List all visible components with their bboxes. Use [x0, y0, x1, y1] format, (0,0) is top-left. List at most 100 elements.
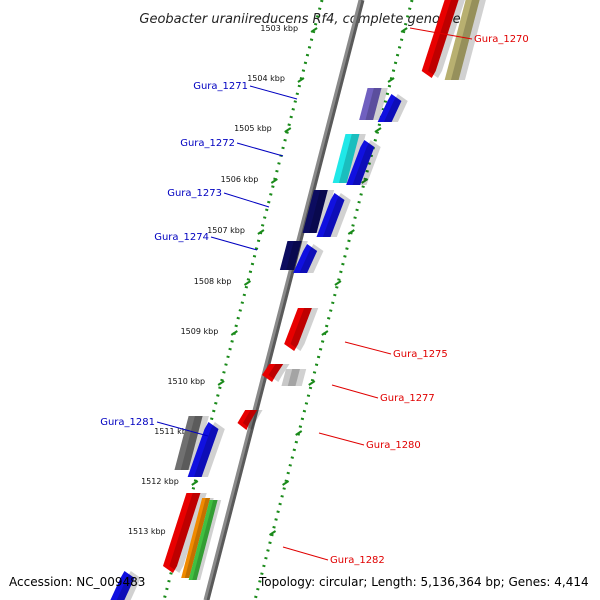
gene-gura-1271 [359, 88, 388, 120]
gene-forward-1-body [377, 94, 402, 122]
tick-mark [268, 530, 277, 536]
gene-label: Gura_1273 [167, 188, 222, 199]
gene-forward-3-shade [322, 193, 351, 237]
gene-gura-1270-olive-shade [450, 0, 486, 80]
gene-gura-1282-red-shade [169, 493, 207, 573]
gene-gura-1275 [284, 308, 319, 351]
tick-mark [347, 229, 355, 235]
gene-label-leader [210, 236, 258, 251]
tick-label: 1512 kbp [141, 477, 179, 486]
tick-mark [361, 178, 369, 184]
tick-mark [387, 77, 395, 83]
gene-gura-1273-shade [308, 190, 335, 233]
gene-gura-1280 [237, 410, 263, 430]
gene-gura-1271-shade [365, 88, 388, 120]
gene-label-leader [344, 341, 392, 355]
gene-forward-5 [187, 422, 225, 477]
gene-gura-1277-gray-body [281, 369, 300, 386]
tick-label: 1507 kbp [207, 226, 245, 235]
gene-gura-1270-olive [444, 0, 486, 80]
gene-forward-2-shade [352, 140, 381, 185]
tick-mark [257, 229, 265, 235]
gene-label-leader [318, 432, 365, 446]
gene-gura-1280-shade [242, 410, 263, 430]
tick-label: 1505 kbp [234, 124, 272, 133]
gene-forward-3 [316, 193, 351, 237]
gene-forward-4-body [293, 244, 318, 273]
gene-label-leader [223, 192, 270, 208]
gene-gura-1272-shade [338, 134, 366, 183]
gene-gura-1275-shade [290, 308, 319, 351]
gene-gura-1282-green-body [188, 500, 218, 580]
tick-ring-outer [253, 0, 414, 600]
tick-label: 1509 kbp [181, 327, 219, 336]
gene-gura-1277-red-shade [268, 364, 290, 382]
gene-label-leader [249, 85, 298, 100]
tick-mark [308, 380, 316, 386]
tick-mark [400, 27, 408, 33]
gene-gura-1282-orange-body [181, 498, 211, 578]
tick-label: 1510 kbp [167, 377, 205, 386]
backbone-shadow [204, 0, 365, 600]
tick-mark [230, 330, 238, 336]
gene-gura-1270-red-body [421, 0, 459, 78]
genome-stats-text: Topology: circular; Length: 5,136,364 bp… [258, 575, 589, 589]
tick-mark [282, 480, 290, 486]
genome-backbone [203, 0, 362, 600]
gene-gura-1281 [174, 416, 209, 470]
gene-forward-3-body [316, 193, 345, 237]
tick-mark [191, 480, 199, 486]
gene-forward-1 [377, 94, 408, 122]
tick-label: 1508 kbp [194, 277, 232, 286]
gene-label-leader [156, 421, 209, 437]
gene-gura-1275-body [284, 308, 312, 351]
gene-gura-1271-body [359, 88, 382, 120]
gene-label-leader [331, 384, 379, 399]
tick-label: 1504 kbp [247, 74, 285, 83]
tick-label: 1513 kbp [128, 527, 166, 536]
gene-label: Gura_1282 [330, 555, 385, 566]
gene-gura-1274-body [279, 241, 302, 270]
gene-gura-1270-red [421, 0, 465, 78]
gene-label: Gura_1281 [100, 417, 155, 428]
tick-mark [297, 77, 305, 83]
gene-gura-1277-red-body [262, 364, 284, 382]
gene-gura-1282-green-shade [192, 500, 222, 580]
tick-mark [270, 178, 278, 184]
tick-mark [295, 430, 303, 436]
tick-label: 1506 kbp [221, 175, 259, 184]
tick-mark [374, 127, 382, 133]
gene-forward-4 [293, 244, 324, 273]
gene-gura-1282-red-body [162, 493, 201, 573]
gene-gura-1273 [302, 190, 335, 233]
gene-gura-1282-green [188, 500, 222, 580]
gene-gura-1277-gray [281, 369, 307, 386]
gene-label: Gura_1270 [474, 34, 529, 45]
tick-mark [243, 280, 252, 286]
gene-forward-2-body [346, 140, 375, 185]
tick-label: 1503 kbp [260, 24, 298, 33]
gene-gura-1274-shade [286, 241, 308, 270]
gene-label: Gura_1275 [393, 349, 448, 360]
gene-gura-1280-body [237, 410, 258, 430]
gene-label-leader [282, 546, 329, 561]
gene-gura-1272-body [332, 134, 360, 183]
map-features: 1503 kbp 1504 kbp 1505 kbp 1506 kbp 1507 kbp… [100, 0, 529, 600]
gene-gura-1281-body [174, 416, 203, 470]
tick-mark [310, 27, 318, 33]
gene-label-leader [236, 142, 284, 157]
gene-forward-6-body [110, 571, 135, 600]
tick-label: 1511 kbp [154, 427, 192, 436]
tick-mark [217, 380, 225, 386]
gene-label: Gura_1277 [380, 393, 435, 404]
gene-forward-6-shade [116, 571, 141, 600]
gene-label: Gura_1274 [154, 232, 209, 243]
gene-gura-1274 [279, 241, 308, 270]
gene-forward-4-shade [299, 244, 324, 273]
gene-gura-1281-shade [180, 416, 209, 470]
gene-forward-5-body [187, 422, 219, 477]
gene-label: Gura_1280 [366, 440, 421, 451]
gene-gura-1277-red [262, 364, 290, 382]
gene-gura-1272 [332, 134, 366, 183]
